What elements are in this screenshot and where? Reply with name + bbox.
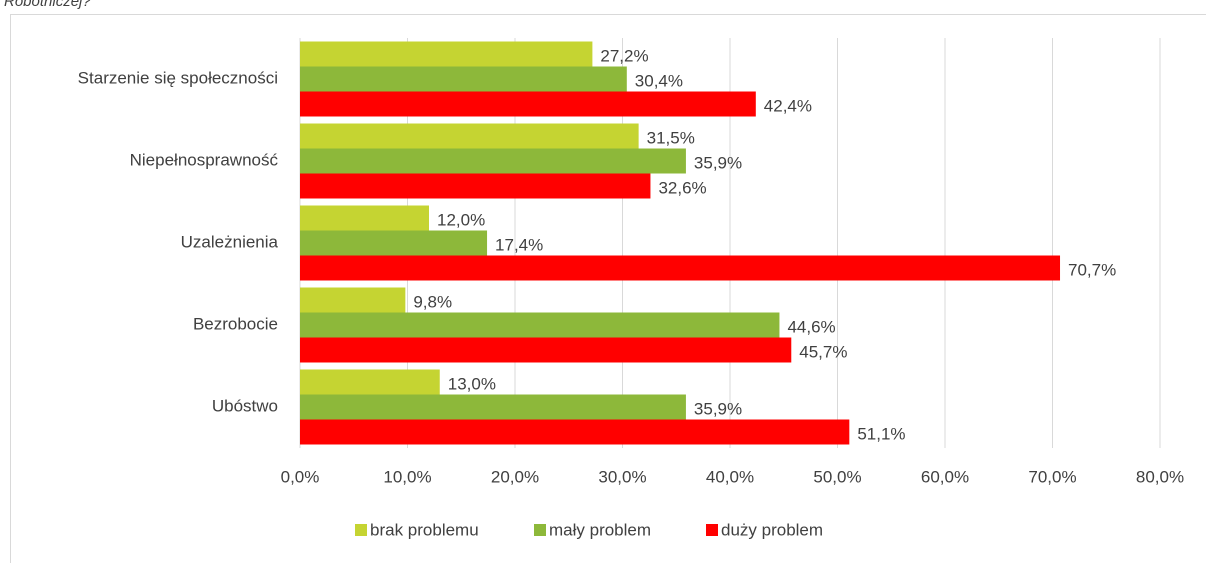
x-tick-label: 30,0% [598, 467, 646, 486]
data-label: 42,4% [764, 96, 812, 115]
bar [300, 395, 686, 420]
bar [300, 420, 849, 445]
y-tick-label: Ubóstwo [212, 396, 278, 415]
x-tick-label: 60,0% [921, 467, 969, 486]
legend-swatch [706, 524, 718, 536]
x-tick-label: 10,0% [383, 467, 431, 486]
bar [300, 149, 686, 174]
data-label: 35,9% [694, 153, 742, 172]
bar [300, 338, 791, 363]
x-tick-label: 80,0% [1136, 467, 1184, 486]
bar [300, 231, 487, 256]
legend-swatch [534, 524, 546, 536]
x-tick-label: 50,0% [813, 467, 861, 486]
data-label: 13,0% [448, 374, 496, 393]
data-label: 17,4% [495, 235, 543, 254]
y-tick-label: Starzenie się społeczności [78, 68, 278, 87]
legend-swatch [355, 524, 367, 536]
bar [300, 42, 592, 67]
data-label: 44,6% [787, 317, 835, 336]
bar [300, 174, 650, 199]
legend-label: duży problem [721, 520, 823, 539]
bar [300, 256, 1060, 281]
data-label: 51,1% [857, 424, 905, 443]
y-tick-label: Niepełnosprawność [130, 150, 279, 169]
x-tick-label: 0,0% [281, 467, 320, 486]
bar [300, 92, 756, 117]
x-tick-label: 70,0% [1028, 467, 1076, 486]
chart-title: Robotniczej? [4, 0, 91, 10]
bar [300, 313, 779, 338]
data-label: 12,0% [437, 210, 485, 229]
data-label: 45,7% [799, 342, 847, 361]
x-tick-label: 20,0% [491, 467, 539, 486]
data-label: 27,2% [600, 46, 648, 65]
bar [300, 206, 429, 231]
legend-label: brak problemu [370, 520, 479, 539]
bar [300, 67, 627, 92]
bar [300, 124, 639, 149]
data-label: 9,8% [413, 292, 452, 311]
data-label: 30,4% [635, 71, 683, 90]
y-tick-label: Uzależnienia [181, 232, 279, 251]
y-tick-label: Bezrobocie [193, 314, 278, 333]
data-label: 32,6% [658, 178, 706, 197]
legend-label: mały problem [549, 520, 651, 539]
data-label: 35,9% [694, 399, 742, 418]
bar [300, 370, 440, 395]
data-label: 31,5% [647, 128, 695, 147]
data-label: 70,7% [1068, 260, 1116, 279]
bar [300, 288, 405, 313]
x-tick-label: 40,0% [706, 467, 754, 486]
